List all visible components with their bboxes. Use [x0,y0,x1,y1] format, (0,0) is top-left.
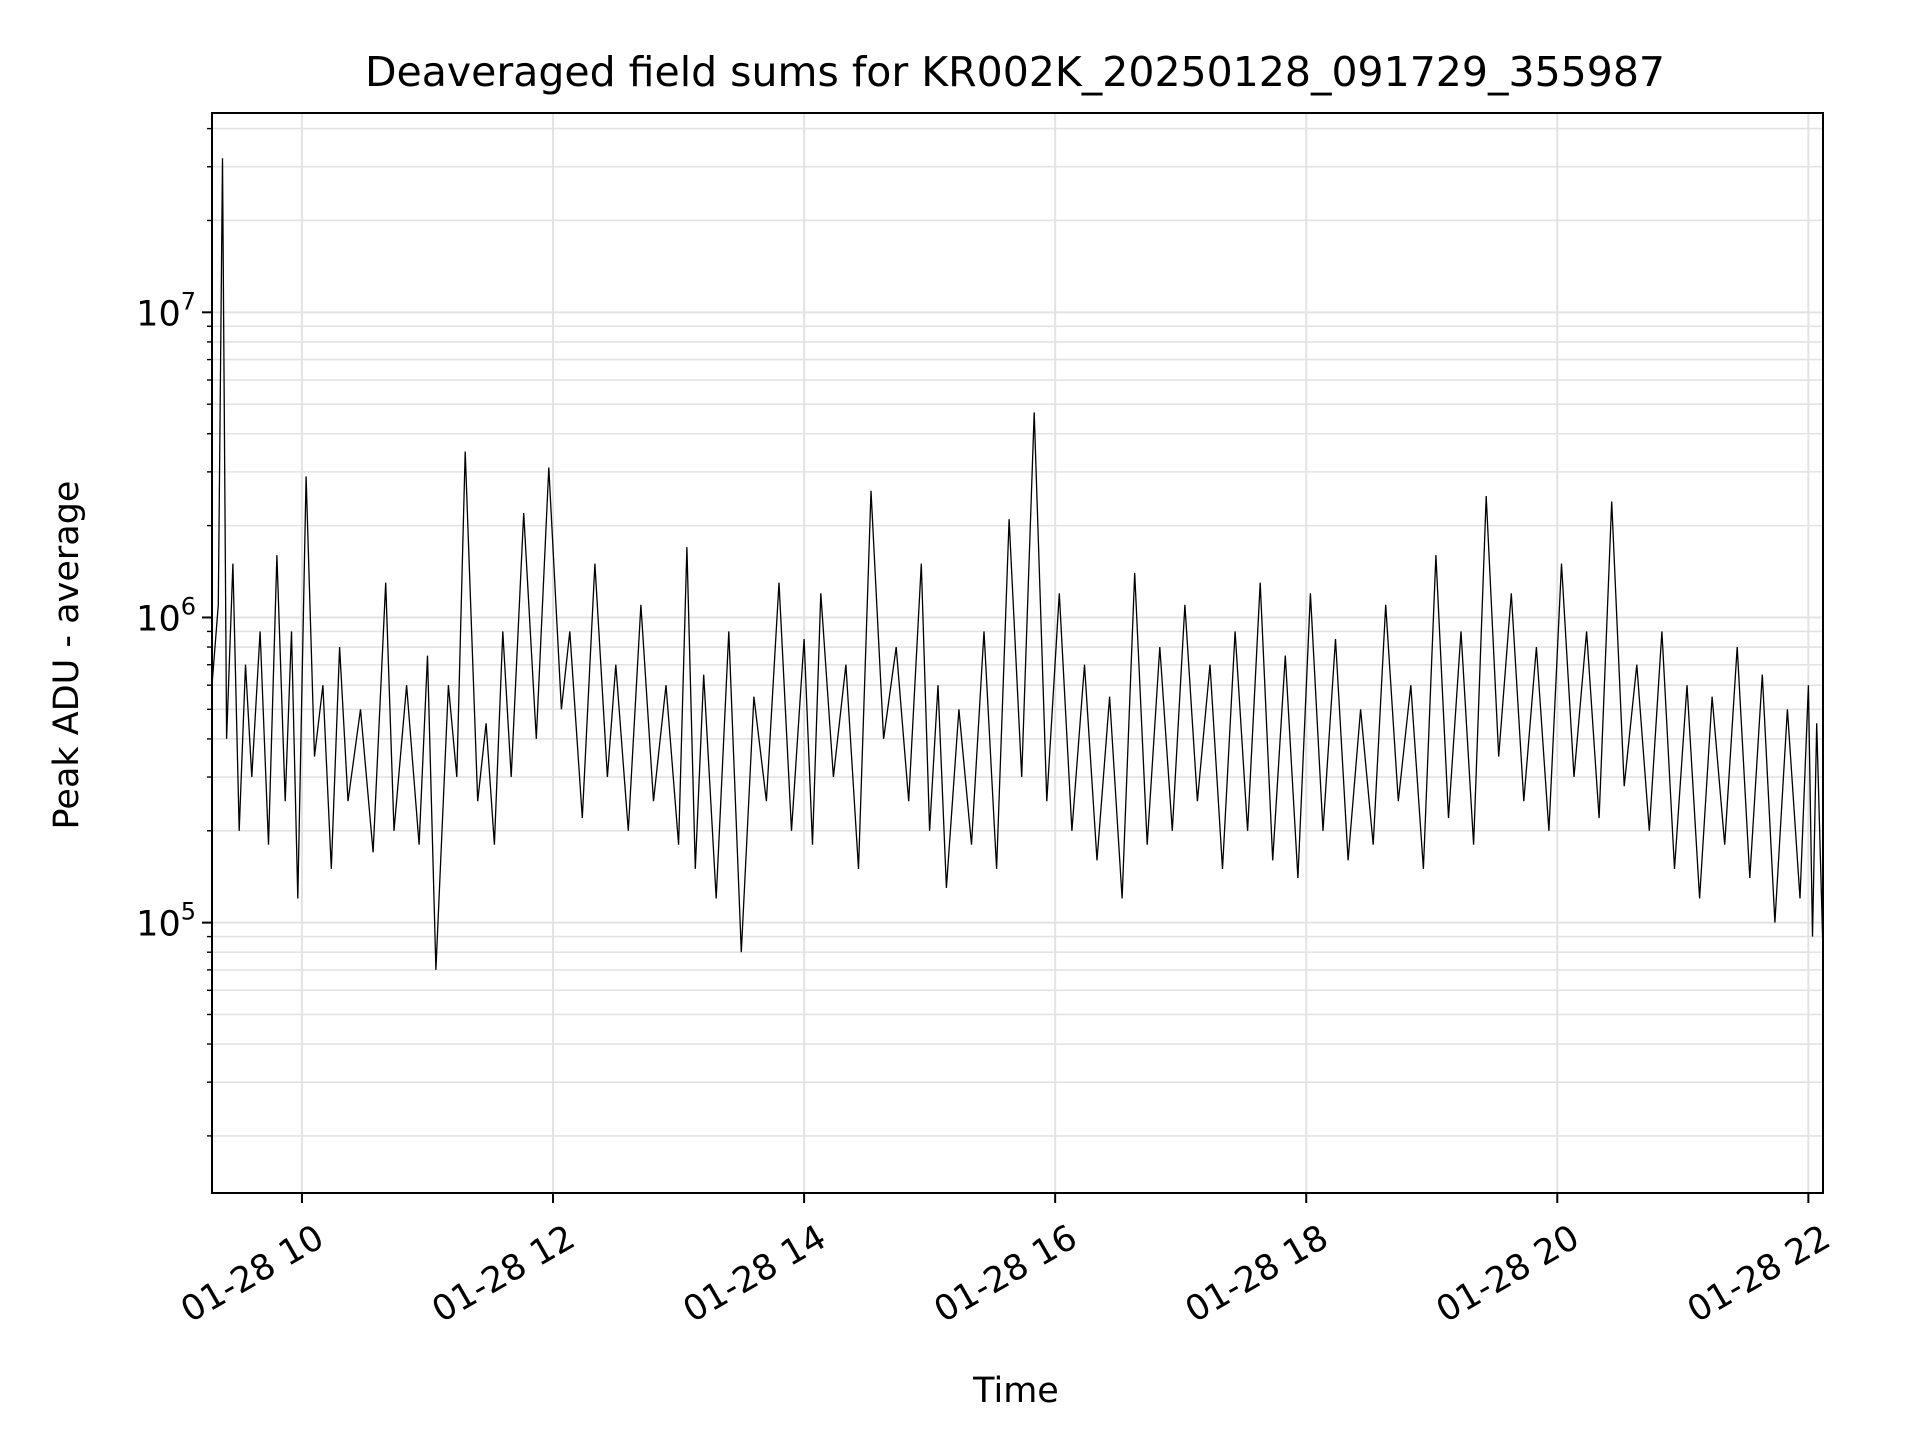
chart-title: Deaveraged field sums for KR002K_2025012… [365,48,1665,96]
x-axis-label: Time [972,1371,1059,1411]
y-tick-label: 106 [136,592,196,639]
grid [212,113,1823,1193]
y-tick-label: 107 [136,287,196,334]
y-axis-label: Peak ADU - average [47,481,87,830]
series-line [211,158,1824,970]
series-layer [211,158,1824,970]
plot-frame [211,112,1824,1194]
y-tick-label: 105 [136,898,196,945]
y-axis: 105 106 107 [136,127,212,1137]
